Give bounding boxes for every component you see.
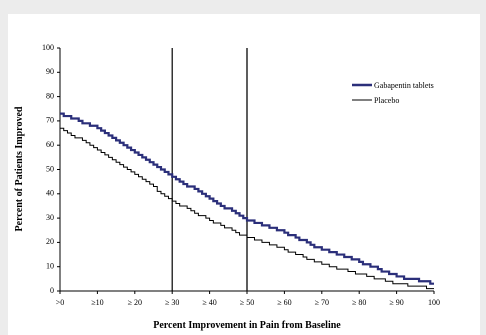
x-tick-label: ≥ 70 bbox=[315, 298, 329, 307]
series-group bbox=[60, 112, 434, 290]
y-tick-label: 70 bbox=[46, 116, 54, 125]
x-tick-label: ≥ 50 bbox=[240, 298, 254, 307]
y-tick-label: 40 bbox=[46, 189, 54, 198]
y-tick-label: 90 bbox=[46, 67, 54, 76]
reference-lines bbox=[171, 48, 248, 291]
x-tick-label: ≥ 90 bbox=[389, 298, 403, 307]
chart-frame: 0 10 20 30 40 50 60 70 80 90 100 >0 ≥10 ≥ 20 ≥ 30 ≥ 40… bbox=[8, 14, 480, 335]
x-tick-label: >0 bbox=[56, 298, 65, 307]
x-tick-label: ≥10 bbox=[91, 298, 103, 307]
y-tick-label: 20 bbox=[46, 237, 54, 246]
y-axis-title: Percent of Patients Improved bbox=[14, 106, 25, 231]
y-tick-label: 80 bbox=[46, 91, 54, 100]
legend: Gabapentin tablets Placebo bbox=[352, 81, 434, 105]
x-tick-label: ≥ 30 bbox=[165, 298, 179, 307]
chart-svg: 0 10 20 30 40 50 60 70 80 90 100 >0 ≥10 ≥ 20 ≥ 30 ≥ 40… bbox=[14, 43, 440, 331]
y-tick-label: 0 bbox=[50, 286, 54, 295]
y-tick-label: 100 bbox=[42, 43, 54, 52]
x-axis-title: Percent Improvement in Pain from Baselin… bbox=[153, 320, 341, 331]
x-tick-label: ≥ 20 bbox=[128, 298, 142, 307]
y-tick-label: 50 bbox=[46, 164, 54, 173]
legend-label-placebo: Placebo bbox=[374, 96, 399, 105]
y-ticks: 0 10 20 30 40 50 60 70 80 90 100 bbox=[42, 43, 60, 295]
x-tick-label: ≥ 40 bbox=[202, 298, 216, 307]
x-tick-label: ≥ 80 bbox=[352, 298, 366, 307]
y-tick-label: 60 bbox=[46, 140, 54, 149]
legend-label-gabapentin: Gabapentin tablets bbox=[374, 81, 434, 90]
series-line-placebo bbox=[60, 127, 434, 290]
x-tick-label: 100 bbox=[428, 298, 440, 307]
y-tick-label: 30 bbox=[46, 213, 54, 222]
series-line-gabapentin bbox=[60, 112, 434, 285]
x-tick-label: ≥ 60 bbox=[277, 298, 291, 307]
x-ticks: >0 ≥10 ≥ 20 ≥ 30 ≥ 40 ≥ 50 ≥ 60 ≥ 70 ≥ 80 ≥ 90 100 bbox=[56, 291, 440, 307]
y-tick-label: 10 bbox=[46, 262, 54, 271]
